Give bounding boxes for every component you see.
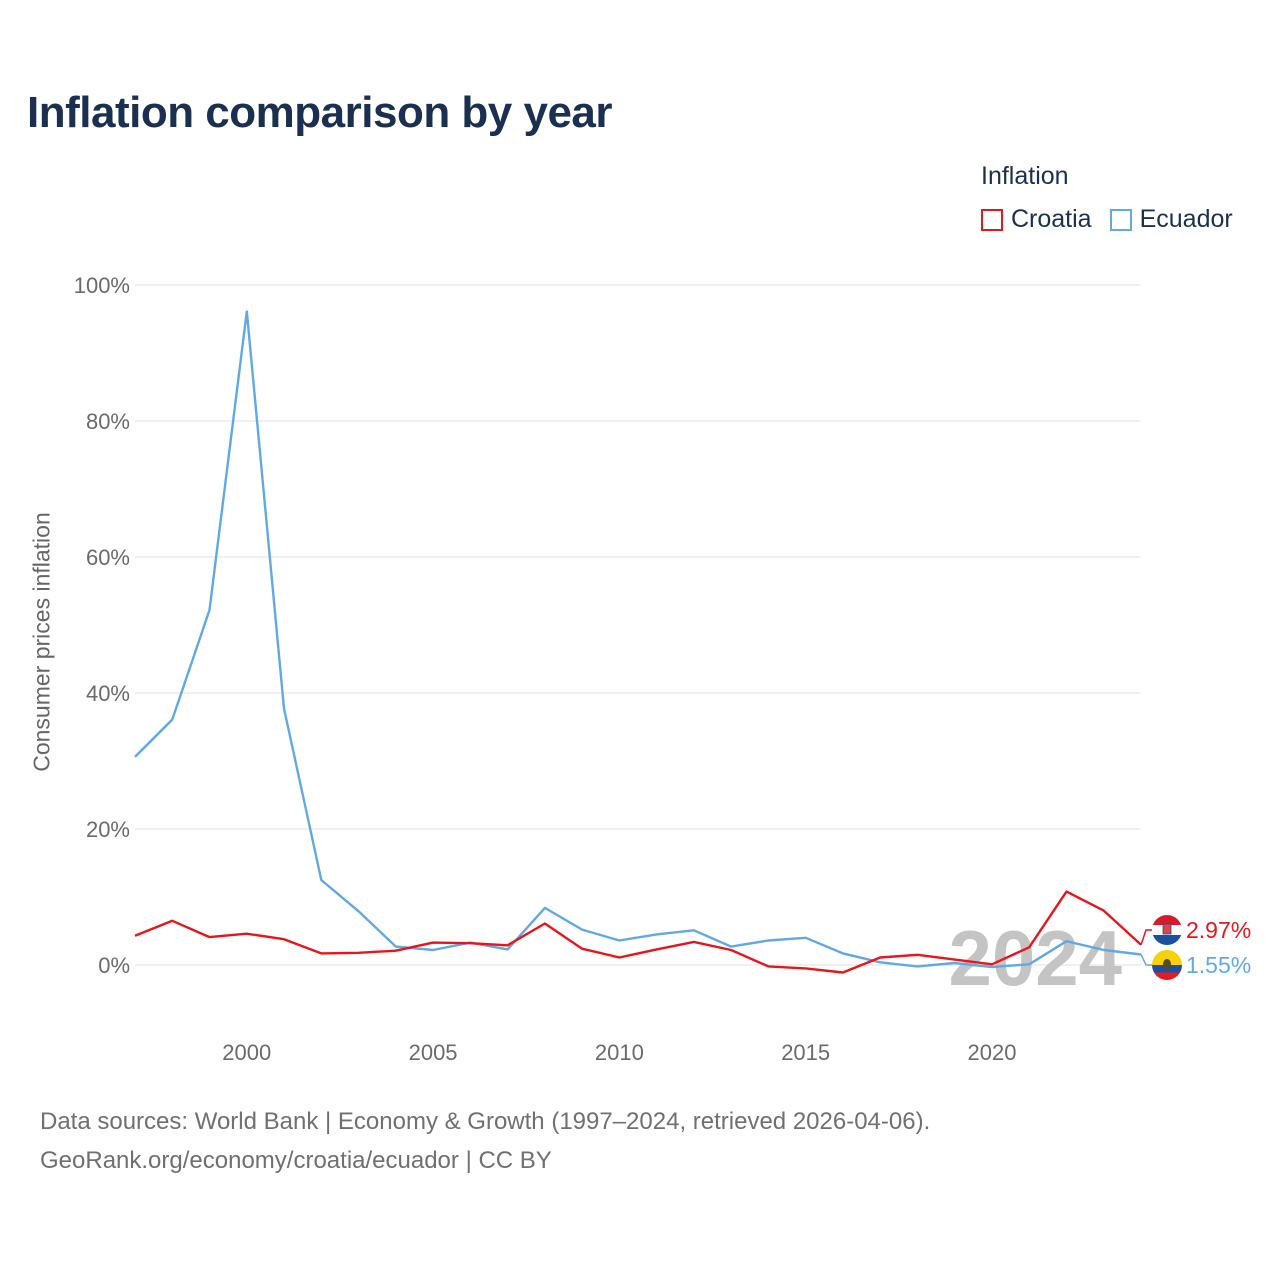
- legend: Croatia Ecuador: [981, 205, 1251, 234]
- x-tick-2010: 2010: [595, 1040, 644, 1065]
- end-label-croatia: 2.97%: [1186, 917, 1251, 943]
- legend-swatch-croatia: [981, 208, 1003, 231]
- flag-ecuador: [1152, 950, 1182, 980]
- flag-croatia: [1152, 915, 1182, 945]
- connector-croatia: [1140, 929, 1152, 946]
- legend-item-ecuador[interactable]: Ecuador: [1109, 205, 1233, 234]
- x-tick-2020: 2020: [967, 1040, 1016, 1065]
- y-tick-0: 0%: [98, 953, 130, 978]
- y-tick-20: 20%: [86, 817, 130, 842]
- legend-title: Inflation: [981, 162, 1069, 190]
- x-tick-labels: 2000 2005 2010 2015 2020: [222, 1040, 1016, 1065]
- y-tick-100: 100%: [74, 273, 130, 298]
- footer-source: Data sources: World Bank | Economy & Gro…: [40, 1108, 931, 1135]
- legend-label-croatia: Croatia: [1011, 205, 1092, 233]
- x-tick-2000: 2000: [222, 1040, 271, 1065]
- y-tick-80: 80%: [86, 409, 130, 434]
- legend-item-croatia[interactable]: Croatia: [981, 205, 1092, 234]
- series-line-ecuador: [134, 310, 1142, 969]
- chart-title: Inflation comparison by year: [27, 88, 613, 137]
- end-markers: 2.97% 1.55%: [1140, 915, 1251, 980]
- end-label-ecuador: 1.55%: [1186, 952, 1251, 978]
- y-tick-60: 60%: [86, 545, 130, 570]
- y-tick-40: 40%: [86, 681, 130, 706]
- grid-lines: [135, 284, 1141, 966]
- series-lines: [134, 310, 1142, 974]
- connector-ecuador: [1140, 954, 1152, 966]
- legend-swatch-ecuador: [1109, 208, 1132, 231]
- x-tick-2005: 2005: [409, 1040, 458, 1065]
- y-tick-labels: 0% 20% 40% 60% 80% 100%: [74, 273, 130, 978]
- footer-credit: GeoRank.org/economy/croatia/ecuador | CC…: [40, 1147, 552, 1174]
- legend-label-ecuador: Ecuador: [1139, 205, 1233, 233]
- year-watermark: 2024: [948, 914, 1122, 1002]
- series-line-croatia: [134, 890, 1142, 974]
- x-tick-2015: 2015: [781, 1040, 830, 1065]
